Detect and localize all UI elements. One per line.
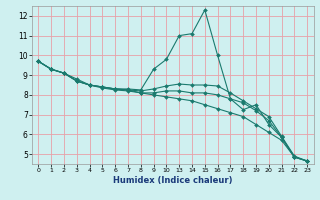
X-axis label: Humidex (Indice chaleur): Humidex (Indice chaleur) <box>113 176 233 185</box>
